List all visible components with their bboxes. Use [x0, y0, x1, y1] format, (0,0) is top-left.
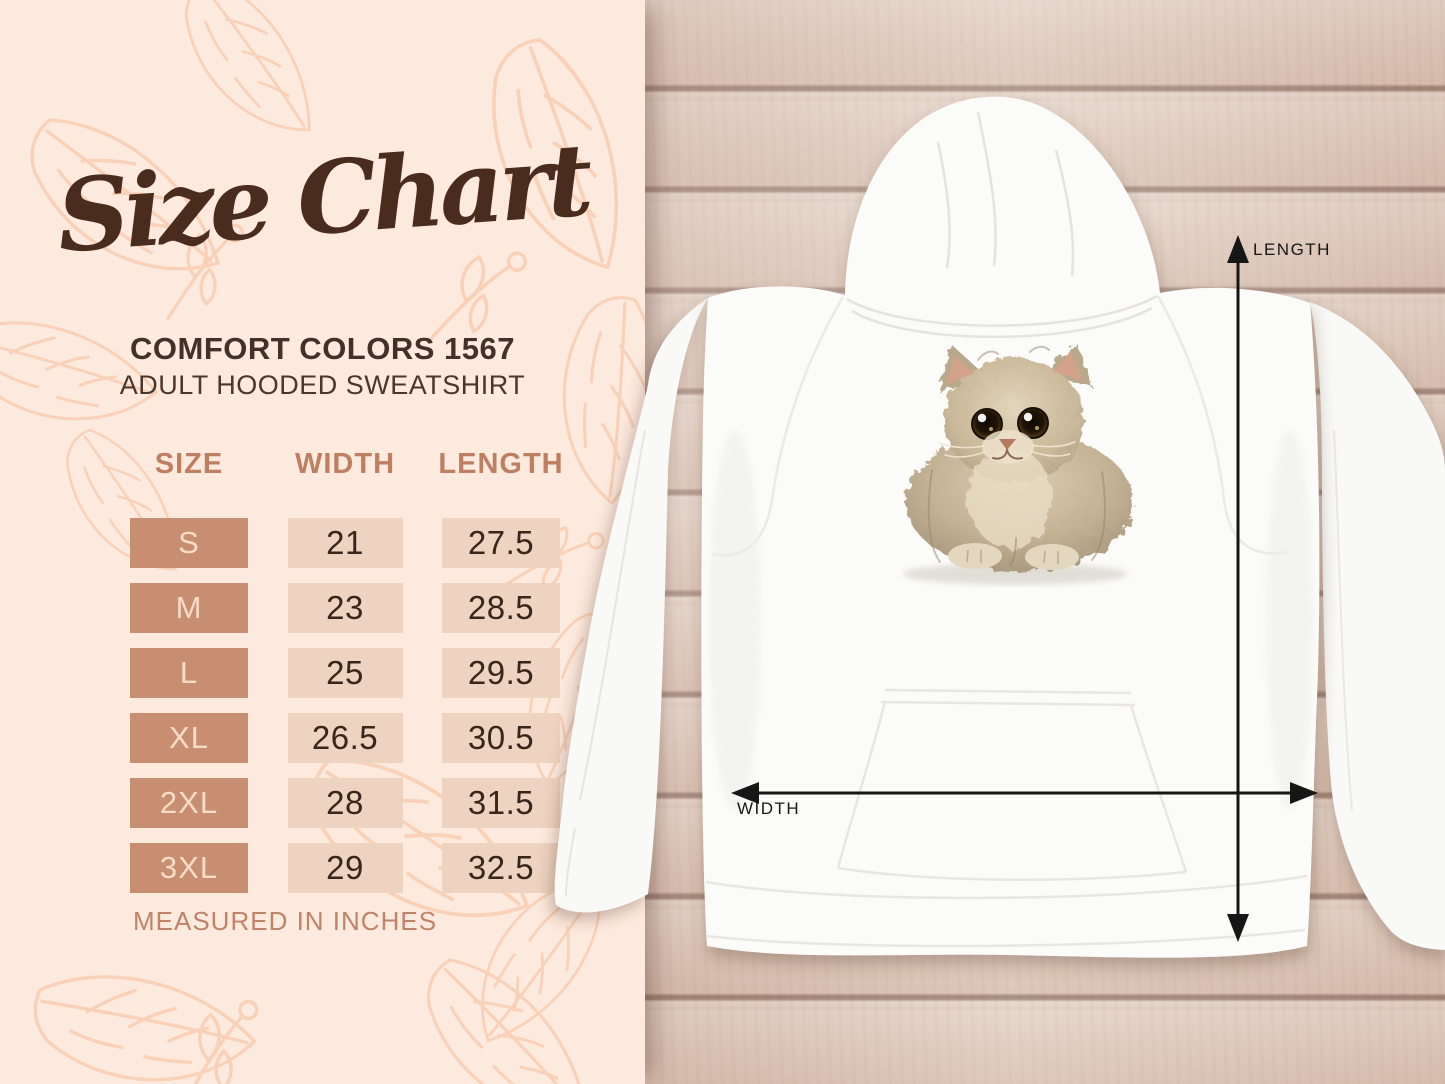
column-header-size: SIZE [154, 447, 224, 480]
length-dimension-label: LENGTH [1253, 240, 1331, 259]
table-row-3xl-width: 29 [287, 843, 403, 893]
product-name: COMFORT COLORS 1567 [130, 331, 515, 366]
table-row-3xl-size: 3XL [130, 843, 248, 893]
table-row-2xl-length: 31.5 [442, 778, 560, 828]
table-row-s-width: 21 [287, 518, 403, 568]
table-row-m-width: 23 [287, 583, 403, 633]
size-table: SIZE WIDTH LENGTH S 21 27.5 M 23 28.5 L … [130, 447, 564, 893]
table-row-xl-size: XL [130, 713, 248, 763]
table-row-3xl-length: 32.5 [442, 843, 560, 893]
table-row-2xl-size: 2XL [130, 778, 248, 828]
table-row-2xl-width: 28 [287, 778, 403, 828]
table-row-xl-width: 26.5 [287, 713, 403, 763]
column-header-width: WIDTH [294, 447, 396, 480]
table-row-xl-length: 30.5 [442, 713, 560, 763]
table-row-s-size: S [130, 518, 248, 568]
table-row-l-length: 29.5 [442, 648, 560, 698]
width-dimension-label: WIDTH [737, 799, 801, 818]
table-row-m-length: 28.5 [442, 583, 560, 633]
page-title: Size Chart [53, 120, 592, 276]
table-row-l-width: 25 [287, 648, 403, 698]
table-row-m-size: M [130, 583, 248, 633]
info-panel: Size Chart COMFORT COLORS 1567 ADULT HOO… [0, 0, 645, 1084]
table-row-l-size: L [130, 648, 248, 698]
table-row-s-length: 27.5 [442, 518, 560, 568]
units-note: MEASURED IN INCHES [133, 906, 438, 936]
product-type: ADULT HOODED SWEATSHIRT [119, 370, 526, 400]
column-header-length: LENGTH [438, 447, 564, 480]
